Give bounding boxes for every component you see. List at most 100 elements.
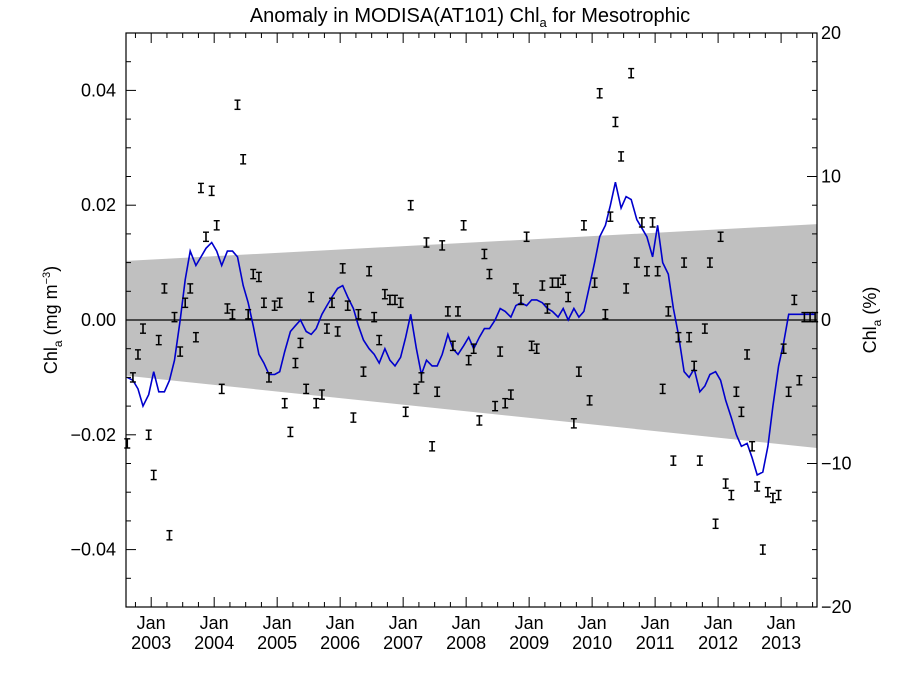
y-right-tick-label: −20: [821, 597, 852, 617]
error-bar-point: [218, 383, 225, 395]
error-bar-point: [544, 303, 551, 314]
error-bar-point: [265, 372, 272, 383]
error-bar-point: [686, 331, 693, 343]
error-bar-point: [454, 306, 461, 317]
error-bar-point: [449, 340, 456, 352]
error-bar-point: [654, 265, 661, 277]
x-tick-label-year: 2010: [572, 633, 612, 653]
error-bar-point: [681, 257, 688, 268]
error-bar-point: [502, 397, 509, 409]
y-left-label-unit: (mg m: [41, 284, 61, 340]
y-right-label-sub: a: [870, 319, 884, 326]
error-bar-point: [360, 366, 367, 377]
error-bar-point: [517, 294, 524, 306]
y-right-tick-label: 20: [821, 23, 841, 43]
y-axis-right-label: Chla (%): [860, 287, 884, 354]
x-tick-label-month: Jan: [326, 613, 355, 633]
x-tick-label-month: Jan: [578, 613, 607, 633]
y-right-label-main: Chl: [860, 326, 880, 353]
error-bar-point: [224, 303, 231, 314]
y-left-label-sub: a: [51, 340, 65, 347]
y-left-tick-label: 0.02: [81, 195, 116, 215]
error-bar-point: [260, 297, 267, 309]
error-bar-point: [140, 323, 147, 334]
x-tick-label-year: 2013: [761, 633, 801, 653]
error-bar-point: [328, 297, 335, 309]
y-right-tick-label: −10: [821, 454, 852, 474]
error-bar-point: [507, 389, 514, 400]
y-left-tick-label: −0.04: [70, 540, 116, 560]
x-tick-label-month: Jan: [263, 613, 292, 633]
error-bar-point: [638, 217, 645, 228]
error-bar-point: [492, 400, 499, 412]
error-bar-point: [759, 544, 766, 555]
error-bar-point: [696, 455, 703, 466]
error-bar-point: [234, 99, 241, 111]
x-tick-label-month: Jan: [641, 613, 670, 633]
x-tick-label-year: 2012: [698, 633, 738, 653]
x-tick-label-year: 2008: [446, 633, 486, 653]
error-bar-point: [649, 217, 656, 228]
error-bar-point: [481, 248, 488, 260]
error-bar-point: [444, 306, 451, 317]
error-bar-point: [769, 492, 776, 504]
error-bar-point: [555, 277, 562, 288]
x-tick-label-year: 2007: [383, 633, 423, 653]
uncertainty-band: [126, 224, 817, 449]
x-tick-label-year: 2003: [131, 633, 171, 653]
x-tick-label-year: 2005: [257, 633, 297, 653]
chart-title: Anomaly in MODISA(AT101) Chla for Mesotr…: [250, 5, 690, 30]
error-bar-point: [166, 529, 173, 541]
error-bar-point: [197, 182, 204, 194]
y-right-tick-label: 10: [821, 167, 841, 187]
error-bar-point: [706, 257, 713, 268]
x-tick-label-year: 2006: [320, 633, 360, 653]
error-bar-point: [618, 151, 625, 162]
error-bar-point: [145, 429, 152, 441]
error-bar-point: [460, 219, 467, 231]
error-bar-point: [318, 389, 325, 400]
error-bar-point: [591, 277, 598, 288]
error-bar-point: [659, 383, 666, 395]
error-bar-point: [733, 386, 740, 398]
error-bar-point: [386, 294, 393, 306]
error-bar-point: [134, 349, 141, 360]
error-bar-point: [665, 306, 672, 317]
error-bar-point: [775, 489, 782, 501]
x-tick-label-month: Jan: [200, 613, 229, 633]
error-bar-point: [633, 257, 640, 268]
error-bar-point: [208, 185, 215, 197]
chart-title-main: Anomaly in MODISA(AT101) Chl: [250, 5, 540, 27]
error-bar-point: [297, 337, 304, 349]
y-left-label-main: Chl: [41, 347, 61, 374]
error-bar-point: [570, 418, 577, 429]
error-bar-point: [366, 265, 373, 277]
y-left-tick-label: 0.04: [81, 80, 116, 100]
x-tick-label-month: Jan: [137, 613, 166, 633]
error-bar-point: [161, 283, 168, 294]
error-bar-point: [523, 231, 530, 243]
y-left-tick-label: −0.02: [70, 425, 116, 445]
error-bar-point: [213, 219, 220, 231]
error-bar-point: [486, 268, 493, 280]
error-bar-point: [586, 395, 593, 406]
error-bar-point: [801, 311, 808, 323]
error-bar-point: [580, 219, 587, 231]
error-bar-point: [376, 334, 383, 346]
x-tick-label-month: Jan: [515, 613, 544, 633]
error-bar-point: [623, 283, 630, 294]
error-bar-point: [255, 271, 262, 283]
error-bar-point: [539, 280, 546, 291]
error-bar-point: [313, 397, 320, 409]
error-bar-point: [528, 340, 535, 352]
error-bar-point: [177, 346, 184, 357]
error-bar-point: [691, 360, 698, 372]
error-bar-point: [602, 308, 609, 320]
y-left-tick-label: 0.00: [81, 310, 116, 330]
y-right-label-tail: (%): [860, 287, 880, 320]
error-bar-point: [202, 231, 209, 243]
x-tick-label-month: Jan: [452, 613, 481, 633]
error-bar-point: [722, 478, 729, 489]
error-bar-point: [628, 67, 635, 79]
plot-area: −0.04−0.020.000.020.04−20−1001020Jan2003…: [70, 23, 851, 653]
